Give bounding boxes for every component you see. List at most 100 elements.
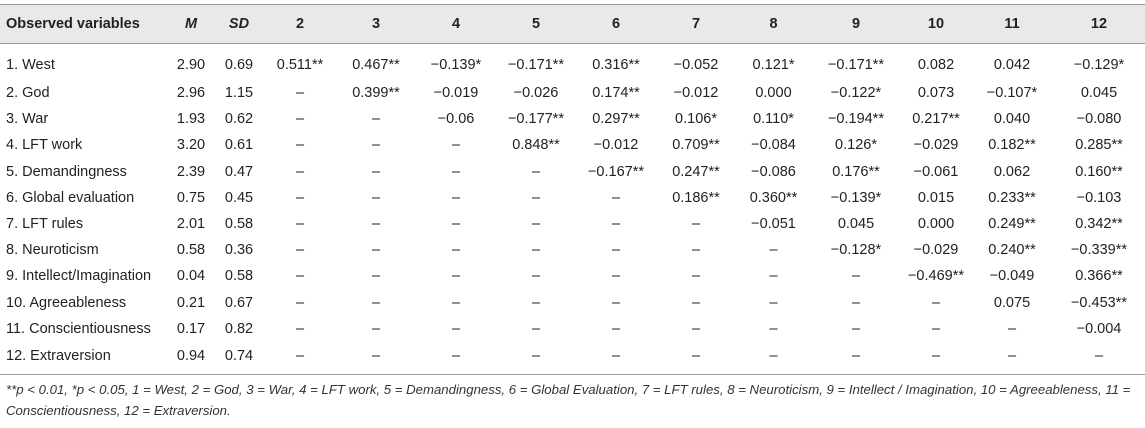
table-cell: −0.122* [830, 85, 882, 102]
column-header-4: 4 [416, 4, 496, 44]
table-cell: – [371, 216, 381, 233]
table-cell: 0.285** [1075, 137, 1123, 154]
table-cell: −0.026 [513, 85, 559, 102]
table-cell: −0.084 [751, 137, 796, 154]
table-cell: 0.073 [917, 85, 955, 102]
row-label: 5. Demandingness [6, 163, 127, 180]
table-row: 5. Demandingness 2.39 0.47 – – – – −0.167** 0.24… [0, 159, 1145, 185]
table-cell: – [769, 242, 778, 259]
table-cell: – [451, 320, 461, 337]
table-cell: 0.062 [993, 163, 1031, 180]
table-cell: −0.029 [913, 137, 959, 154]
table-cell: – [531, 163, 541, 180]
table-cell: – [451, 294, 461, 311]
table-cell: 0.000 [917, 216, 955, 233]
table-cell: −0.167** [587, 163, 645, 180]
table-cell: −0.139* [430, 57, 482, 73]
column-header-sd: SD [214, 4, 264, 44]
table-cell: – [1053, 341, 1145, 375]
table-cell: 0.709** [672, 137, 720, 154]
column-header-9: 9 [811, 4, 901, 44]
table-cell: 0.848** [512, 137, 560, 154]
correlation-table: Observed variables M SD 2 3 4 5 6 7 8 9 10 11 12 1. W… [0, 4, 1145, 375]
table-cell: – [451, 268, 461, 285]
table-cell: −0.139* [830, 189, 882, 206]
table-cell: 2.01 [176, 216, 206, 233]
table-cell: 0.186** [672, 189, 720, 206]
table-cell: – [611, 242, 621, 259]
table-cell: – [691, 294, 701, 311]
table-cell: – [371, 111, 381, 128]
table-cell: 0.174** [592, 85, 640, 102]
table-cell: −0.194** [827, 111, 885, 128]
table-row: 2. God 2.96 1.15 – 0.399** −0.019 −0.026 0.174*… [0, 80, 1145, 106]
table-cell: 0.45 [224, 189, 254, 206]
column-header-5: 5 [496, 4, 576, 44]
table-cell: −0.004 [1076, 320, 1122, 337]
table-cell: – [264, 341, 336, 375]
table-cell: −0.012 [593, 137, 639, 154]
table-cell: 0.182** [988, 137, 1036, 154]
table-cell: 0.233** [988, 189, 1036, 206]
table-cell: −0.052 [673, 57, 719, 73]
table-cell: – [295, 189, 305, 206]
table-cell: 0.126* [835, 137, 877, 154]
table-cell: – [691, 320, 701, 337]
table-cell: 0.61 [224, 137, 254, 154]
table-cell: 0.21 [176, 294, 206, 311]
table-cell: – [1007, 320, 1017, 337]
table-row: 3. War 1.93 0.62 – – −0.06 −0.177** 0.297** 0.10… [0, 106, 1145, 132]
table-cell: −0.019 [433, 85, 479, 102]
table-row: 6. Global evaluation 0.75 0.45 – – – – – 0.186**… [0, 185, 1145, 211]
table-cell: 0.399** [352, 85, 400, 102]
table-cell: −0.107* [986, 85, 1038, 102]
table-cell: – [811, 341, 901, 375]
row-label: 8. Neuroticism [6, 242, 99, 259]
table-cell: 0.042 [993, 57, 1031, 73]
table-cell: 0.110* [753, 111, 794, 128]
table-cell: – [371, 320, 381, 337]
table-cell: – [531, 294, 541, 311]
table-cell: – [451, 189, 461, 206]
table-cell: −0.012 [673, 85, 719, 102]
table-cell: 0.82 [224, 320, 254, 337]
table-cell: – [769, 320, 778, 337]
table-cell: 0.045 [837, 216, 875, 233]
table-cell: – [851, 294, 861, 311]
row-label: 4. LFT work [6, 137, 83, 154]
table-cell: 0.316** [592, 57, 640, 73]
table-cell: 0.247** [672, 163, 720, 180]
table-cell: 0.47 [224, 163, 254, 180]
table-cell: 0.62 [224, 111, 254, 128]
header-row: Observed variables M SD 2 3 4 5 6 7 8 9 10 11 12 [0, 4, 1145, 44]
table-cell: – [295, 163, 305, 180]
table-cell: – [451, 216, 461, 233]
column-header-7: 7 [656, 4, 736, 44]
table-cell: 2.96 [176, 85, 206, 102]
table-cell: – [451, 242, 461, 259]
table-cell: – [295, 111, 305, 128]
table-cell: 0.75 [176, 189, 206, 206]
column-header-6: 6 [576, 4, 656, 44]
row-label: 11. Conscientiousness [6, 320, 151, 337]
table-cell: – [656, 341, 736, 375]
table-cell: 0.045 [1080, 85, 1118, 102]
table-cell: – [611, 216, 621, 233]
table-cell: – [531, 268, 541, 285]
row-label: 1. West [6, 57, 55, 73]
table-footnote: **p < 0.01, *p < 0.05, 1 = West, 2 = God… [6, 382, 1131, 418]
table-cell: – [691, 216, 701, 233]
row-label: 6. Global evaluation [6, 189, 135, 206]
table-cell: – [769, 294, 778, 311]
table-cell: – [576, 341, 656, 375]
table-cell: −0.029 [913, 242, 959, 259]
table-cell: 0.297** [592, 111, 640, 128]
table-cell: – [295, 294, 305, 311]
table-cell: – [769, 268, 778, 285]
table-cell: – [295, 320, 305, 337]
table-cell: – [371, 294, 381, 311]
table-cell: – [611, 268, 621, 285]
table-cell: – [611, 320, 621, 337]
table-cell: – [451, 163, 461, 180]
